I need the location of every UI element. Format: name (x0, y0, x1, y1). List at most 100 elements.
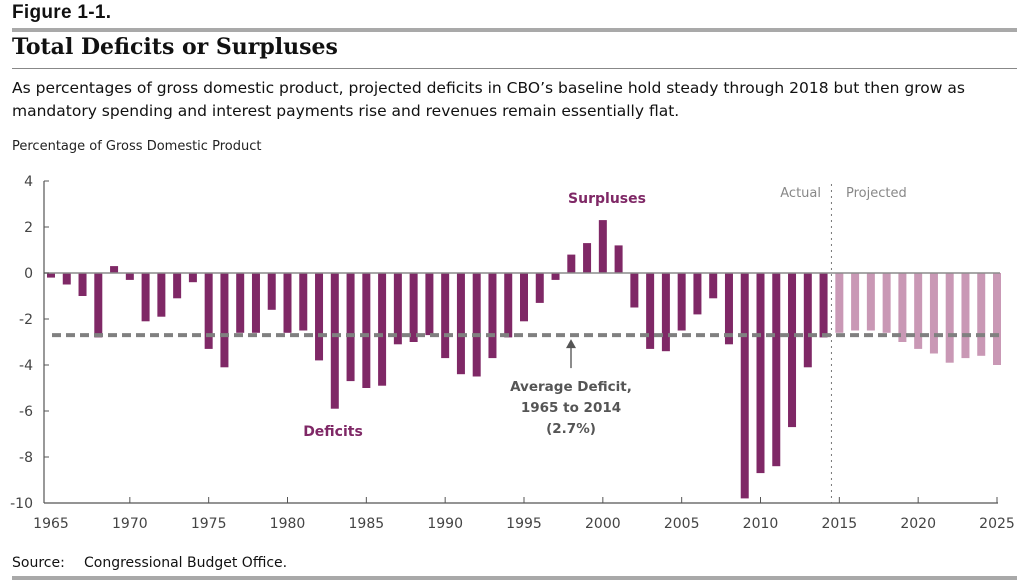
actual-bar-2007 (709, 273, 718, 299)
projected-bar-2022 (945, 273, 954, 363)
actual-bar-2002 (630, 273, 639, 308)
x-tick-label: 1985 (349, 516, 385, 532)
top-rule (12, 28, 1017, 32)
projected-bar-2018 (882, 273, 891, 333)
x-tick-label: 2010 (743, 516, 779, 532)
x-tick-label: 1965 (33, 516, 69, 532)
actual-bar-2004 (661, 273, 670, 352)
x-tick-label: 2025 (979, 516, 1015, 532)
actual-bar-2011 (772, 273, 781, 467)
actual-bar-2003 (646, 273, 655, 349)
actual-bar-1966 (62, 273, 71, 285)
actual-bar-1992 (472, 273, 481, 377)
actual-bar-1977 (236, 273, 245, 333)
actual-bar-1989 (425, 273, 434, 336)
actual-bar-1984 (346, 273, 355, 382)
actual-bar-1996 (535, 273, 544, 303)
actual-bar-1974 (188, 273, 197, 283)
actual-label: Actual (780, 186, 821, 201)
source-note: Source: Congressional Budget Office. (12, 555, 287, 571)
bars-group (47, 220, 1001, 499)
y-axis-label: Percentage of Gross Domestic Product (12, 139, 262, 154)
actual-bar-2009 (740, 273, 749, 499)
x-tick-label: 2005 (664, 516, 700, 532)
actual-bar-2010 (756, 273, 765, 474)
actual-bar-1983 (330, 273, 339, 409)
actual-bar-2000 (598, 220, 607, 273)
actual-bar-1976 (220, 273, 229, 368)
actual-bar-1995 (520, 273, 528, 322)
actual-bar-1994 (504, 273, 513, 338)
actual-bar-2012 (788, 273, 797, 428)
actual-bar-1998 (567, 254, 576, 273)
actual-bar-1970 (125, 273, 134, 280)
projected-bar-2021 (929, 273, 938, 354)
actual-bar-1981 (299, 273, 308, 331)
y-tick-label: -10 (10, 496, 33, 512)
actual-bar-1990 (441, 273, 450, 359)
average-arrow-head (566, 339, 576, 349)
average-annotation-line3: (2.7%) (546, 421, 596, 437)
bottom-rule (12, 576, 1017, 580)
title-rule (12, 68, 1017, 69)
projected-bar-2015 (835, 273, 844, 333)
y-tick-label: 2 (24, 220, 33, 236)
y-tick-label: -2 (19, 312, 33, 328)
x-tick-label: 2015 (822, 516, 858, 532)
actual-bar-1999 (583, 243, 592, 273)
actual-bar-2014 (819, 273, 828, 338)
actual-bar-2005 (677, 273, 686, 331)
chart-title: Total Deficits or Surpluses (12, 34, 338, 60)
x-tick-label: 2020 (900, 516, 936, 532)
actual-bar-1987 (393, 273, 402, 345)
x-tick-label: 1990 (427, 516, 463, 532)
actual-bar-1997 (551, 273, 560, 280)
average-annotation-line2: 1965 to 2014 (521, 400, 621, 416)
actual-bar-1979 (267, 273, 276, 310)
projected-bar-2017 (866, 273, 875, 331)
actual-bar-1982 (315, 273, 324, 361)
projected-bar-2025 (993, 273, 1001, 365)
actual-bar-1969 (110, 266, 119, 273)
actual-bar-1968 (94, 273, 103, 338)
actual-bar-1986 (378, 273, 387, 386)
x-tick-label: 1975 (191, 516, 227, 532)
actual-bar-1965 (47, 273, 55, 278)
actual-bar-2013 (803, 273, 812, 368)
actual-bar-1993 (488, 273, 497, 359)
y-tick-label: 0 (24, 266, 33, 282)
surpluses-annotation: Surpluses (568, 191, 646, 207)
actual-bar-1978 (251, 273, 260, 333)
projected-bar-2023 (961, 273, 970, 359)
projected-bar-2016 (851, 273, 860, 331)
chart-subtitle: As percentages of gross domestic product… (12, 79, 965, 120)
x-tick-label: 1970 (112, 516, 148, 532)
actual-bar-1972 (157, 273, 166, 317)
x-tick-label: 2000 (585, 516, 621, 532)
source-text: Congressional Budget Office. (84, 555, 288, 571)
actual-bar-2008 (724, 273, 733, 345)
y-tick-label: -8 (19, 450, 33, 466)
source-label: Source: (12, 555, 65, 571)
actual-bar-2006 (693, 273, 702, 315)
actual-bar-1967 (78, 273, 87, 296)
projected-label: Projected (846, 186, 907, 201)
actual-bar-1980 (283, 273, 292, 333)
projected-bar-2019 (898, 273, 907, 342)
deficits-annotation: Deficits (303, 424, 363, 440)
x-tick-label: 1980 (270, 516, 306, 532)
actual-bar-1975 (204, 273, 213, 349)
actual-bar-2001 (614, 245, 623, 273)
projected-bar-2020 (914, 273, 923, 349)
actual-bar-1971 (141, 273, 150, 322)
x-tick-label: 1995 (506, 516, 542, 532)
y-tick-label: -4 (19, 358, 33, 374)
actual-bar-1985 (362, 273, 371, 388)
projected-bar-2024 (977, 273, 986, 356)
y-tick-label: 4 (24, 174, 33, 190)
actual-bar-1991 (456, 273, 465, 375)
figure-label: Figure 1-1. (12, 2, 112, 23)
actual-bar-1973 (173, 273, 182, 299)
